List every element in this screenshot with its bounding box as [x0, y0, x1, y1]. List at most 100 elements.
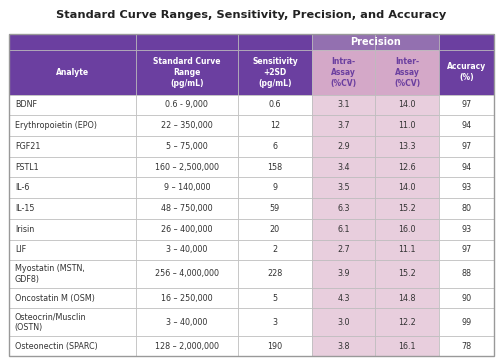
- Text: 97: 97: [461, 246, 471, 255]
- Text: 3.7: 3.7: [338, 121, 350, 130]
- Bar: [312, 336, 375, 356]
- Text: FSTL1: FSTL1: [15, 163, 39, 172]
- Bar: [136, 50, 238, 95]
- Text: IL-6: IL-6: [15, 183, 29, 192]
- Bar: [136, 198, 238, 219]
- Bar: [136, 115, 238, 136]
- Text: 93: 93: [461, 183, 471, 192]
- Bar: [9, 198, 136, 219]
- Text: 16.0: 16.0: [398, 225, 416, 234]
- Bar: [136, 219, 238, 240]
- Bar: [375, 198, 439, 219]
- Text: 90: 90: [461, 293, 471, 302]
- Text: Irisin: Irisin: [15, 225, 34, 234]
- Bar: [136, 136, 238, 157]
- Bar: [136, 34, 238, 50]
- Bar: [375, 95, 439, 115]
- Bar: [439, 177, 494, 198]
- Text: 80: 80: [461, 204, 471, 213]
- Bar: [439, 260, 494, 288]
- Text: 11.0: 11.0: [398, 121, 416, 130]
- Text: 59: 59: [270, 204, 280, 213]
- Bar: [238, 198, 312, 219]
- Text: 22 – 350,000: 22 – 350,000: [161, 121, 213, 130]
- Bar: [238, 177, 312, 198]
- Text: 3.1: 3.1: [338, 100, 350, 109]
- Text: Inter-
Assay
(%CV): Inter- Assay (%CV): [394, 57, 420, 87]
- Bar: [9, 177, 136, 198]
- Bar: [375, 177, 439, 198]
- Text: FGF21: FGF21: [15, 142, 40, 151]
- Bar: [238, 95, 312, 115]
- Text: 158: 158: [268, 163, 283, 172]
- Bar: [238, 336, 312, 356]
- Text: 94: 94: [461, 121, 471, 130]
- Text: 5 – 75,000: 5 – 75,000: [166, 142, 208, 151]
- Bar: [9, 219, 136, 240]
- Text: Accuracy
(%): Accuracy (%): [447, 62, 486, 82]
- Text: 11.1: 11.1: [398, 246, 416, 255]
- Text: 78: 78: [461, 342, 471, 351]
- Bar: [238, 219, 312, 240]
- Text: Oncostatin M (OSM): Oncostatin M (OSM): [15, 293, 95, 302]
- Text: 190: 190: [268, 342, 283, 351]
- Text: 160 – 2,500,000: 160 – 2,500,000: [155, 163, 219, 172]
- Bar: [238, 50, 312, 95]
- Bar: [439, 50, 494, 95]
- Bar: [439, 198, 494, 219]
- Text: 97: 97: [461, 142, 471, 151]
- Text: 5: 5: [272, 293, 278, 302]
- Text: 6.1: 6.1: [338, 225, 350, 234]
- Bar: [375, 309, 439, 336]
- Text: 99: 99: [461, 318, 471, 327]
- Bar: [312, 115, 375, 136]
- Text: 6: 6: [273, 142, 278, 151]
- Text: 97: 97: [461, 100, 471, 109]
- Bar: [312, 177, 375, 198]
- Bar: [312, 95, 375, 115]
- Text: Osteocrin/Musclin
(OSTN): Osteocrin/Musclin (OSTN): [15, 312, 87, 332]
- Text: 2.9: 2.9: [338, 142, 350, 151]
- Text: 3.8: 3.8: [338, 342, 350, 351]
- Text: 3.5: 3.5: [338, 183, 350, 192]
- Bar: [439, 240, 494, 260]
- Bar: [238, 309, 312, 336]
- Text: 3.0: 3.0: [338, 318, 350, 327]
- Text: 0.6 - 9,000: 0.6 - 9,000: [165, 100, 208, 109]
- Bar: [238, 240, 312, 260]
- Bar: [439, 157, 494, 177]
- Bar: [9, 240, 136, 260]
- Bar: [312, 240, 375, 260]
- Text: Myostatin (MSTN,
GDF8): Myostatin (MSTN, GDF8): [15, 264, 85, 284]
- Bar: [312, 136, 375, 157]
- Text: 3.4: 3.4: [338, 163, 350, 172]
- Bar: [439, 288, 494, 309]
- Bar: [439, 336, 494, 356]
- Text: 3.9: 3.9: [338, 270, 350, 279]
- Text: 14.0: 14.0: [398, 183, 416, 192]
- Bar: [439, 115, 494, 136]
- Bar: [238, 34, 312, 50]
- Text: 93: 93: [461, 225, 471, 234]
- Bar: [312, 50, 375, 95]
- Bar: [312, 219, 375, 240]
- Text: 0.6: 0.6: [269, 100, 281, 109]
- Text: 14.8: 14.8: [398, 293, 416, 302]
- Bar: [9, 136, 136, 157]
- Text: Precision: Precision: [350, 37, 401, 47]
- Text: Analyte: Analyte: [56, 68, 89, 77]
- Text: 48 – 750,000: 48 – 750,000: [161, 204, 213, 213]
- Bar: [375, 240, 439, 260]
- Text: Sensitivity
+2SD
(pg/mL): Sensitivity +2SD (pg/mL): [252, 57, 298, 87]
- Text: 228: 228: [267, 270, 283, 279]
- Bar: [375, 34, 439, 50]
- Text: 12.2: 12.2: [398, 318, 416, 327]
- Text: IL-15: IL-15: [15, 204, 34, 213]
- Bar: [312, 34, 375, 50]
- Bar: [9, 157, 136, 177]
- Bar: [9, 336, 136, 356]
- Bar: [439, 34, 494, 50]
- Text: 3 – 40,000: 3 – 40,000: [166, 318, 207, 327]
- Bar: [9, 288, 136, 309]
- Bar: [375, 50, 439, 95]
